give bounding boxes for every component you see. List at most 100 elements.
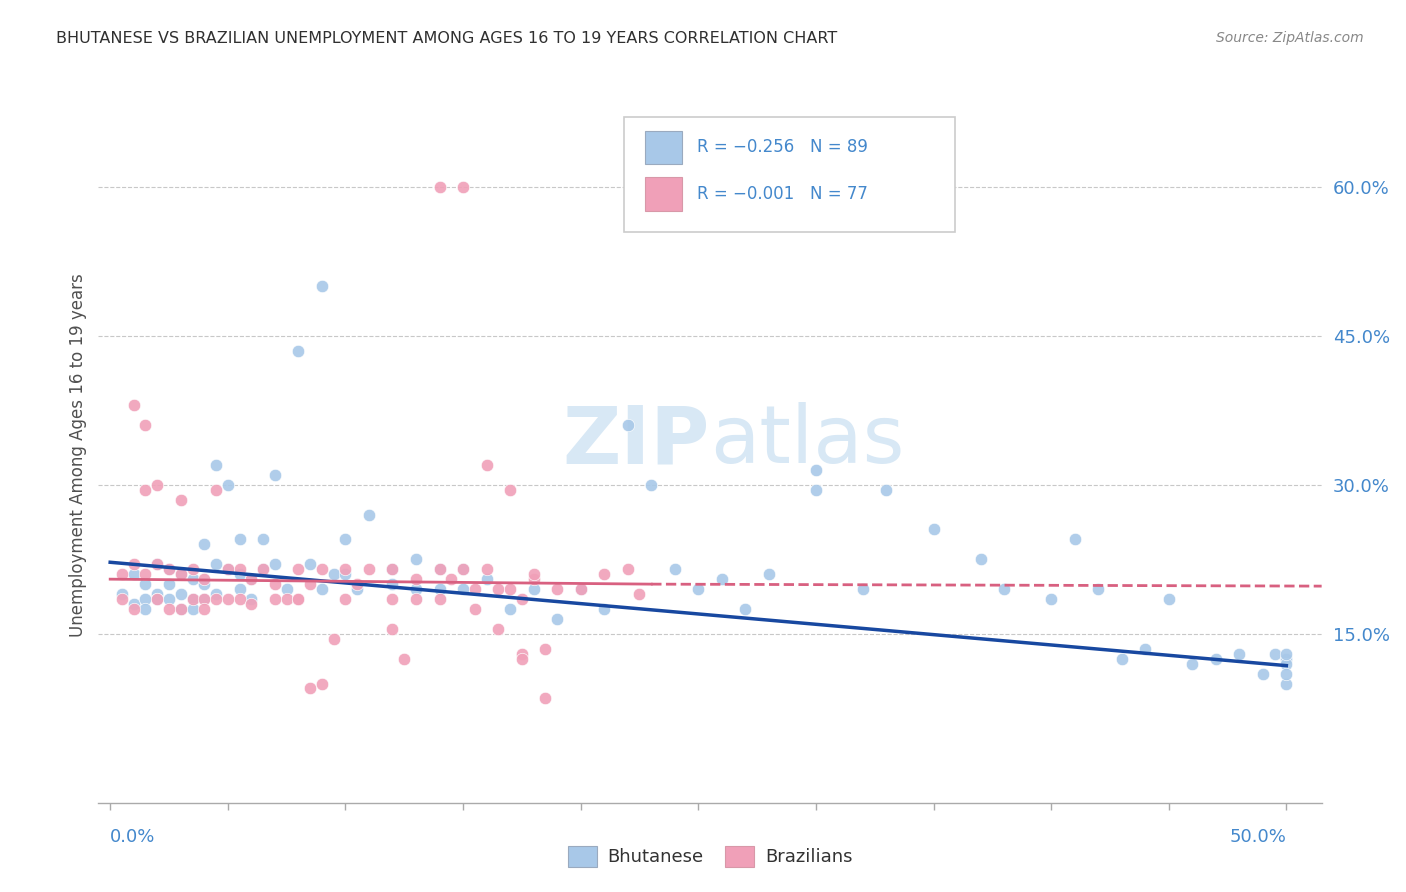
Point: [252, 562, 274, 576]
Text: BHUTANESE VS BRAZILIAN UNEMPLOYMENT AMONG AGES 16 TO 19 YEARS CORRELATION CHART: BHUTANESE VS BRAZILIAN UNEMPLOYMENT AMON…: [56, 31, 838, 46]
Point: [523, 567, 546, 582]
Point: [181, 562, 204, 576]
Point: [346, 577, 368, 591]
Point: [475, 572, 498, 586]
Point: [451, 562, 474, 576]
Point: [311, 279, 333, 293]
Point: [1205, 651, 1227, 665]
Point: [205, 587, 228, 601]
Point: [1135, 641, 1157, 656]
Point: [1275, 657, 1298, 671]
Point: [451, 582, 474, 596]
Point: [311, 676, 333, 690]
Point: [546, 612, 568, 626]
Point: [429, 562, 451, 576]
Text: R = −0.256   N = 89: R = −0.256 N = 89: [696, 138, 868, 156]
Point: [405, 552, 427, 566]
Point: [405, 582, 427, 596]
Point: [170, 602, 193, 616]
Point: [111, 592, 134, 607]
Point: [875, 483, 897, 497]
Point: [193, 592, 215, 607]
Point: [664, 562, 686, 576]
Point: [193, 537, 215, 551]
Point: [486, 582, 509, 596]
Point: [193, 602, 215, 616]
Point: [193, 577, 215, 591]
Point: [523, 582, 546, 596]
Point: [922, 523, 945, 537]
Point: [311, 562, 333, 576]
Point: [381, 592, 404, 607]
Point: [451, 179, 474, 194]
Point: [335, 562, 357, 576]
Point: [1275, 647, 1298, 661]
Point: [146, 592, 169, 607]
Point: [170, 602, 193, 616]
Point: [276, 582, 298, 596]
Point: [157, 592, 180, 607]
Point: [146, 592, 169, 607]
Point: [157, 577, 180, 591]
Point: [852, 582, 875, 596]
Point: [593, 567, 616, 582]
Point: [357, 508, 380, 522]
Point: [429, 562, 451, 576]
Point: [217, 562, 239, 576]
FancyBboxPatch shape: [624, 118, 955, 232]
Point: [546, 582, 568, 596]
Point: [170, 587, 193, 601]
Point: [263, 577, 285, 591]
Point: [134, 592, 156, 607]
Point: [804, 463, 827, 477]
Point: [287, 562, 309, 576]
Point: [451, 562, 474, 576]
Point: [593, 602, 616, 616]
Point: [499, 582, 522, 596]
Point: [299, 558, 322, 572]
Point: [616, 562, 638, 576]
Point: [228, 562, 250, 576]
Point: [322, 567, 344, 582]
Point: [134, 483, 156, 497]
Point: [146, 587, 169, 601]
Point: [299, 681, 322, 696]
Point: [157, 562, 180, 576]
Point: [276, 592, 298, 607]
Point: [1087, 582, 1109, 596]
Point: [1275, 666, 1298, 681]
Point: [146, 558, 169, 572]
Point: [134, 577, 156, 591]
Text: atlas: atlas: [710, 402, 904, 480]
Point: [252, 533, 274, 547]
Point: [170, 567, 193, 582]
Point: [429, 592, 451, 607]
Point: [969, 552, 991, 566]
Point: [534, 641, 557, 656]
Point: [510, 651, 533, 665]
Point: [181, 592, 204, 607]
Point: [534, 691, 557, 706]
Point: [429, 179, 451, 194]
Point: [122, 567, 145, 582]
Point: [440, 572, 463, 586]
Point: [240, 572, 263, 586]
Point: [1040, 592, 1063, 607]
Point: [122, 597, 145, 611]
Point: [710, 572, 733, 586]
Point: [464, 602, 486, 616]
Point: [322, 632, 344, 646]
FancyBboxPatch shape: [645, 131, 682, 164]
Text: Source: ZipAtlas.com: Source: ZipAtlas.com: [1216, 31, 1364, 45]
Point: [1181, 657, 1204, 671]
Text: ZIP: ZIP: [562, 402, 710, 480]
Point: [569, 582, 592, 596]
Point: [1111, 651, 1133, 665]
Point: [205, 483, 228, 497]
Point: [499, 602, 522, 616]
Point: [205, 558, 228, 572]
Point: [1275, 676, 1298, 690]
Y-axis label: Unemployment Among Ages 16 to 19 years: Unemployment Among Ages 16 to 19 years: [69, 273, 87, 637]
Point: [335, 592, 357, 607]
Point: [1157, 592, 1180, 607]
